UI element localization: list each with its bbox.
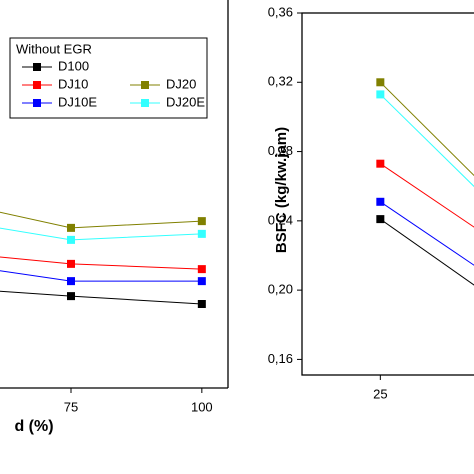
y-tick-label: 0,36 xyxy=(268,4,293,19)
series-line xyxy=(380,201,474,266)
y-axis-label: BSFC (kg/kw.jam) xyxy=(273,127,290,253)
x-tick-label: 100 xyxy=(191,399,213,414)
y-tick-label: 0,20 xyxy=(268,282,293,297)
marker xyxy=(376,90,385,99)
x-axis-label: d (%) xyxy=(14,418,53,435)
marker xyxy=(197,265,206,274)
series-line xyxy=(0,227,202,241)
plot-frame xyxy=(301,12,474,376)
x-tick-label: 75 xyxy=(64,399,78,414)
marker xyxy=(376,215,385,224)
series-line xyxy=(379,94,474,188)
marker xyxy=(67,259,75,268)
series-line xyxy=(0,211,202,229)
marker xyxy=(197,300,206,308)
legend-marker xyxy=(141,81,149,89)
legend-label: DJ20E xyxy=(166,94,205,109)
marker xyxy=(67,292,75,301)
y-tick-label: 0,32 xyxy=(268,74,293,89)
y-tick-label: 0,28 xyxy=(268,143,293,158)
legend-marker xyxy=(33,81,41,89)
y-tick-label: 0,16 xyxy=(268,351,293,366)
marker xyxy=(376,197,385,206)
marker xyxy=(197,217,206,226)
legend-marker xyxy=(141,99,149,107)
legend-marker xyxy=(33,63,41,71)
legend-label: D100 xyxy=(58,58,89,73)
marker xyxy=(376,78,385,87)
marker xyxy=(376,159,385,168)
series-line xyxy=(379,81,474,177)
legend-marker xyxy=(33,99,41,107)
marker xyxy=(197,277,206,286)
marker xyxy=(67,235,75,244)
x-tick-label: 25 xyxy=(373,386,387,401)
legend-label: DJ10E xyxy=(58,94,97,109)
legend-label: DJ10 xyxy=(58,76,88,91)
marker xyxy=(67,277,75,286)
legend-box xyxy=(9,37,208,119)
series-line xyxy=(0,256,202,270)
marker xyxy=(67,223,75,232)
legend-label: DJ20 xyxy=(166,76,196,91)
series-line xyxy=(380,163,474,228)
y-tick-label: 0,24 xyxy=(268,212,293,227)
series-line xyxy=(0,290,202,305)
legend-title: Without EGR xyxy=(16,41,92,56)
marker xyxy=(197,229,206,238)
series-line xyxy=(380,218,474,286)
